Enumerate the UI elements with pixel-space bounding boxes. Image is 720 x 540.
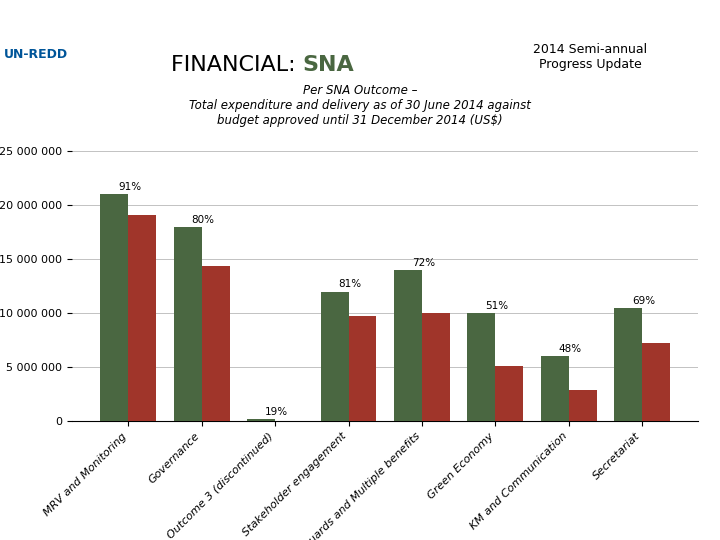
Bar: [320, 292, 348, 421]
Bar: [174, 227, 202, 421]
Bar: [394, 270, 422, 421]
Text: 48%: 48%: [559, 344, 582, 354]
Bar: [348, 316, 377, 421]
Text: 19%: 19%: [265, 407, 288, 417]
Bar: [614, 308, 642, 421]
Text: 72%: 72%: [412, 258, 435, 268]
Bar: [422, 313, 450, 421]
Text: Per SNA Outcome –
Total expenditure and delivery as of 30 June 2014 against
budg: Per SNA Outcome – Total expenditure and …: [189, 84, 531, 127]
Text: SNA: SNA: [302, 55, 354, 75]
Text: UN-REDD: UN-REDD: [4, 48, 68, 60]
Bar: [202, 266, 230, 421]
Text: 91%: 91%: [118, 182, 141, 192]
Bar: [569, 390, 597, 421]
Text: 81%: 81%: [338, 279, 361, 289]
Bar: [642, 343, 670, 421]
Text: 2014 Semi-annual
Progress Update: 2014 Semi-annual Progress Update: [534, 43, 647, 71]
Text: 80%: 80%: [192, 214, 215, 225]
Bar: [541, 356, 569, 421]
Text: FINANCIAL:: FINANCIAL:: [171, 55, 302, 75]
Bar: [495, 366, 523, 421]
Bar: [247, 419, 275, 421]
Text: 51%: 51%: [485, 301, 508, 311]
Bar: [128, 215, 156, 421]
Text: 69%: 69%: [632, 295, 655, 306]
Bar: [101, 194, 128, 421]
Bar: [467, 313, 495, 421]
